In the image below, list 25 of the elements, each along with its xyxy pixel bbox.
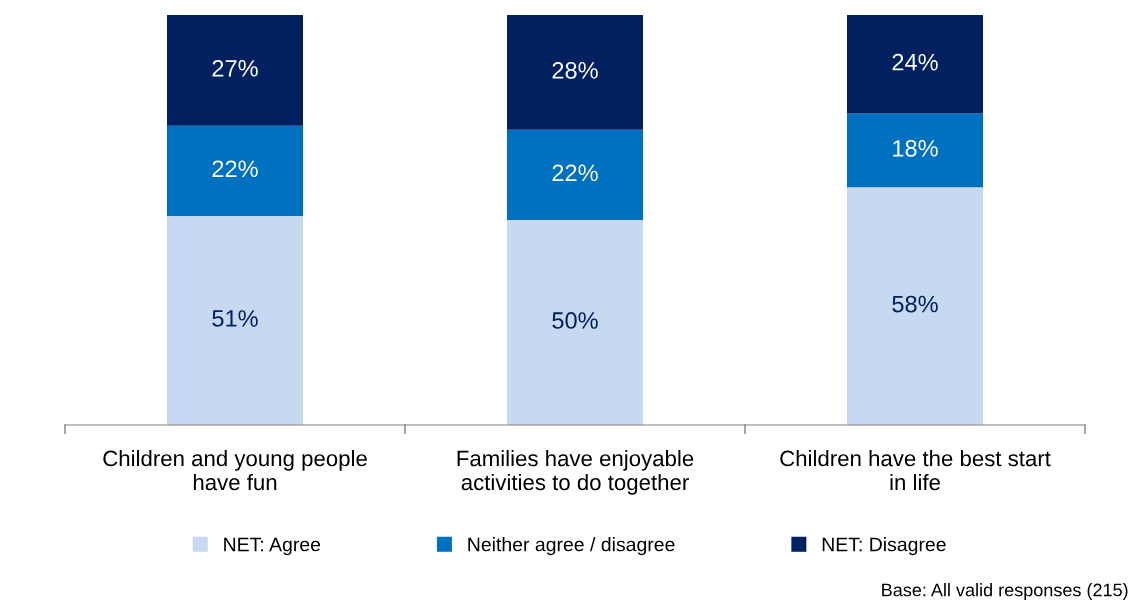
bar bbox=[167, 15, 303, 126]
bar bbox=[507, 15, 643, 130]
x-tick-label: Children and young people have fun bbox=[103, 450, 367, 491]
bar bbox=[847, 113, 983, 188]
data-label: 50% bbox=[552, 312, 598, 329]
data-label: 28% bbox=[552, 62, 598, 79]
data-label: 22% bbox=[212, 160, 258, 178]
legend-label: NET: Agree bbox=[224, 537, 321, 556]
bar bbox=[847, 15, 983, 114]
data-label: 58% bbox=[892, 295, 938, 313]
legend-label: Neither agree / disagree bbox=[468, 537, 675, 556]
data-label: 24% bbox=[892, 53, 938, 71]
data-label: 22% bbox=[552, 164, 598, 182]
data-label: 51% bbox=[212, 310, 258, 327]
x-tick-label: Children have the best start in life bbox=[780, 450, 1051, 491]
bar bbox=[167, 215, 303, 425]
data-label: 18% bbox=[893, 139, 938, 157]
bar bbox=[847, 187, 983, 425]
bar bbox=[507, 220, 643, 425]
bar bbox=[167, 125, 303, 216]
x-tick-label: Families have enjoyable activities to do together bbox=[457, 450, 694, 495]
bar bbox=[507, 129, 643, 220]
data-label: 27% bbox=[212, 59, 258, 77]
legend-label: NET: Disagree bbox=[822, 537, 946, 556]
text: Base: All valid responses (215) bbox=[882, 583, 1128, 600]
